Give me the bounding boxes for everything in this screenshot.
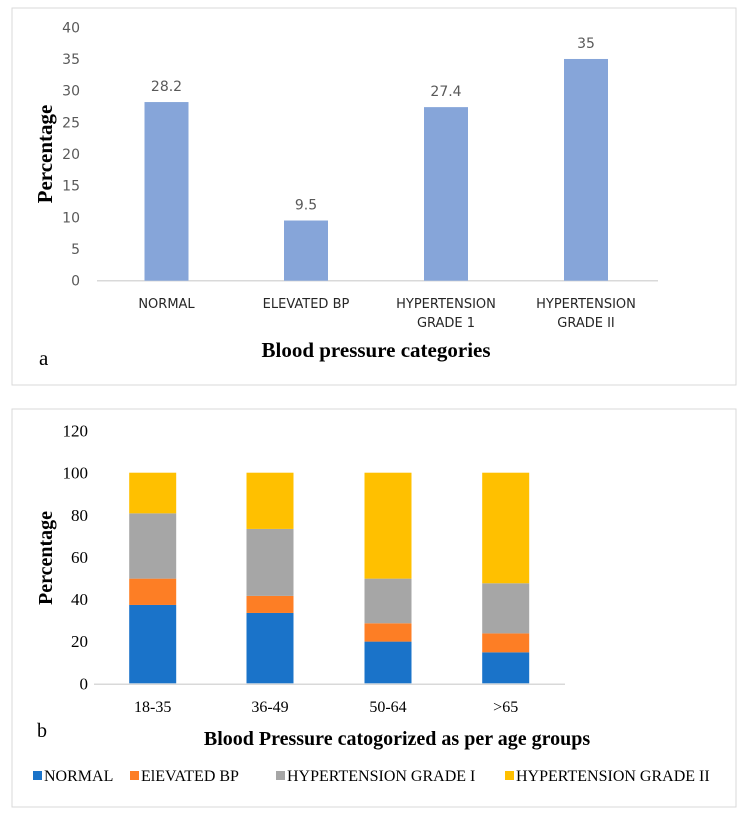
x-tick-label: >65 (493, 699, 518, 716)
bar-segment (482, 652, 530, 684)
bar (564, 58, 608, 281)
x-tick-label: 36-49 (251, 699, 288, 716)
y-tick-label: 0 (71, 274, 80, 290)
bar-segment (246, 612, 294, 684)
chart-a-frame (11, 7, 737, 386)
bar-segment (246, 595, 294, 613)
legend-label: NORMAL (44, 768, 113, 785)
bar (284, 220, 328, 281)
x-axis-title: Blood pressure categories (261, 338, 490, 362)
legend-item: HYPERTENSION GRADE I (276, 768, 475, 785)
x-tick-label: GRADE 1 (417, 316, 475, 331)
data-label: 28.2 (151, 79, 182, 95)
y-tick-label: 40 (71, 590, 88, 609)
legend-item: HYPERTENSION GRADE II (505, 768, 710, 785)
x-tick-label: NORMAL (138, 297, 195, 312)
y-tick-label: 40 (62, 20, 80, 36)
legend-label: HYPERTENSION GRADE II (516, 768, 710, 785)
y-tick-label: 0 (80, 674, 89, 693)
y-tick-label: 15 (62, 179, 80, 195)
bar-segment (129, 578, 177, 605)
bar-segment (482, 583, 530, 634)
chart-b: 0 20 40 60 80 100 120 18-35 36-49 50-64 >65 Percent… (33, 422, 710, 785)
bar-segment (364, 472, 412, 579)
panel-label: a (39, 346, 49, 370)
legend-swatch (33, 771, 42, 780)
y-tick-label: 20 (71, 632, 88, 651)
bar-segment (364, 641, 412, 684)
chart-a: 0 5 10 15 20 25 30 35 40 28.2 NORMAL 9.5 ELEVATED BP… (33, 20, 658, 370)
y-axis-title: Percentage (35, 511, 57, 605)
bar-segment (364, 623, 412, 642)
x-tick-label: HYPERTENSION (536, 297, 636, 312)
data-label: 35 (577, 36, 595, 52)
y-tick-label: 20 (62, 147, 80, 163)
y-tick-label: 35 (62, 52, 80, 68)
x-tick-label: HYPERTENSION (396, 297, 496, 312)
bar (144, 102, 189, 281)
y-tick-label: 30 (62, 84, 80, 100)
legend-item: ElEVATED BP (130, 768, 239, 785)
x-axis-title: Blood Pressure catogorized as per age gr… (204, 728, 590, 750)
bar-segment (482, 472, 530, 584)
data-label: 27.4 (430, 84, 461, 100)
bar-segment (246, 472, 294, 529)
bar-segment (246, 528, 294, 596)
bar-segment (129, 472, 177, 514)
bar-segment (364, 578, 412, 624)
bar-segment (129, 513, 177, 579)
x-tick-label: 50-64 (369, 699, 406, 716)
y-tick-label: 80 (71, 506, 88, 525)
x-tick-label: ELEVATED BP (263, 297, 350, 312)
x-tick-label: GRADE II (557, 316, 615, 331)
data-label: 9.5 (295, 198, 317, 214)
legend-swatch (130, 771, 139, 780)
bar (424, 107, 468, 281)
panel-label: b (37, 720, 47, 742)
legend-swatch (505, 771, 514, 780)
legend-item: NORMAL (33, 768, 113, 785)
y-axis-title: Percentage (33, 105, 57, 204)
y-tick-label: 120 (63, 422, 89, 441)
y-tick-label: 60 (71, 548, 88, 567)
legend-label: ElEVATED BP (141, 768, 239, 785)
legend-swatch (276, 771, 285, 780)
y-tick-label: 100 (63, 464, 89, 483)
bar-segment (129, 604, 177, 684)
y-tick-label: 25 (62, 115, 80, 131)
x-tick-label: 18-35 (134, 699, 171, 716)
y-tick-label: 5 (71, 242, 80, 258)
legend-label: HYPERTENSION GRADE I (287, 768, 475, 785)
y-tick-label: 10 (62, 210, 80, 226)
bar-segment (482, 633, 530, 653)
